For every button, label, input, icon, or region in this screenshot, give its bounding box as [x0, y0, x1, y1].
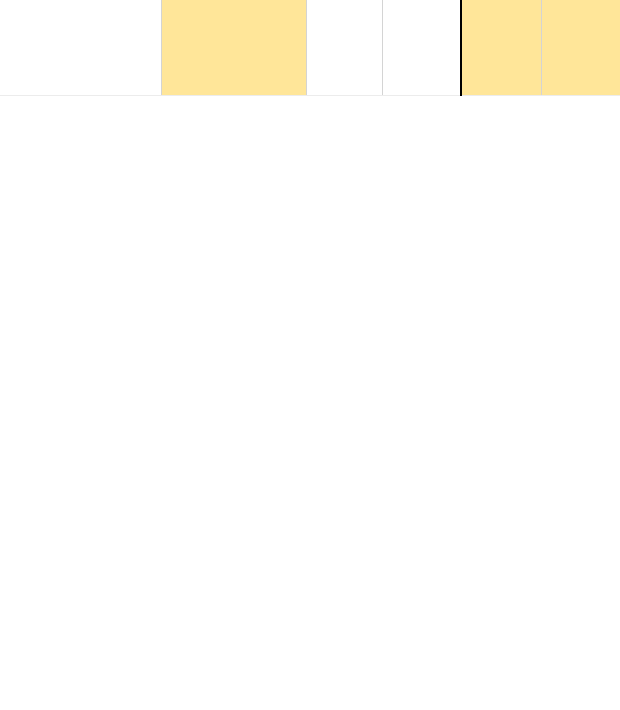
header-2018-19-holds [461, 0, 542, 96]
salary-table-body [0, 0, 620, 96]
header-name [0, 0, 162, 96]
header-2018-19-likely [541, 0, 620, 96]
header-2018-19 [382, 0, 462, 96]
header-row [0, 0, 620, 96]
header-notes [161, 0, 307, 96]
salary-table [0, 0, 620, 96]
header-2017-18 [306, 0, 383, 96]
